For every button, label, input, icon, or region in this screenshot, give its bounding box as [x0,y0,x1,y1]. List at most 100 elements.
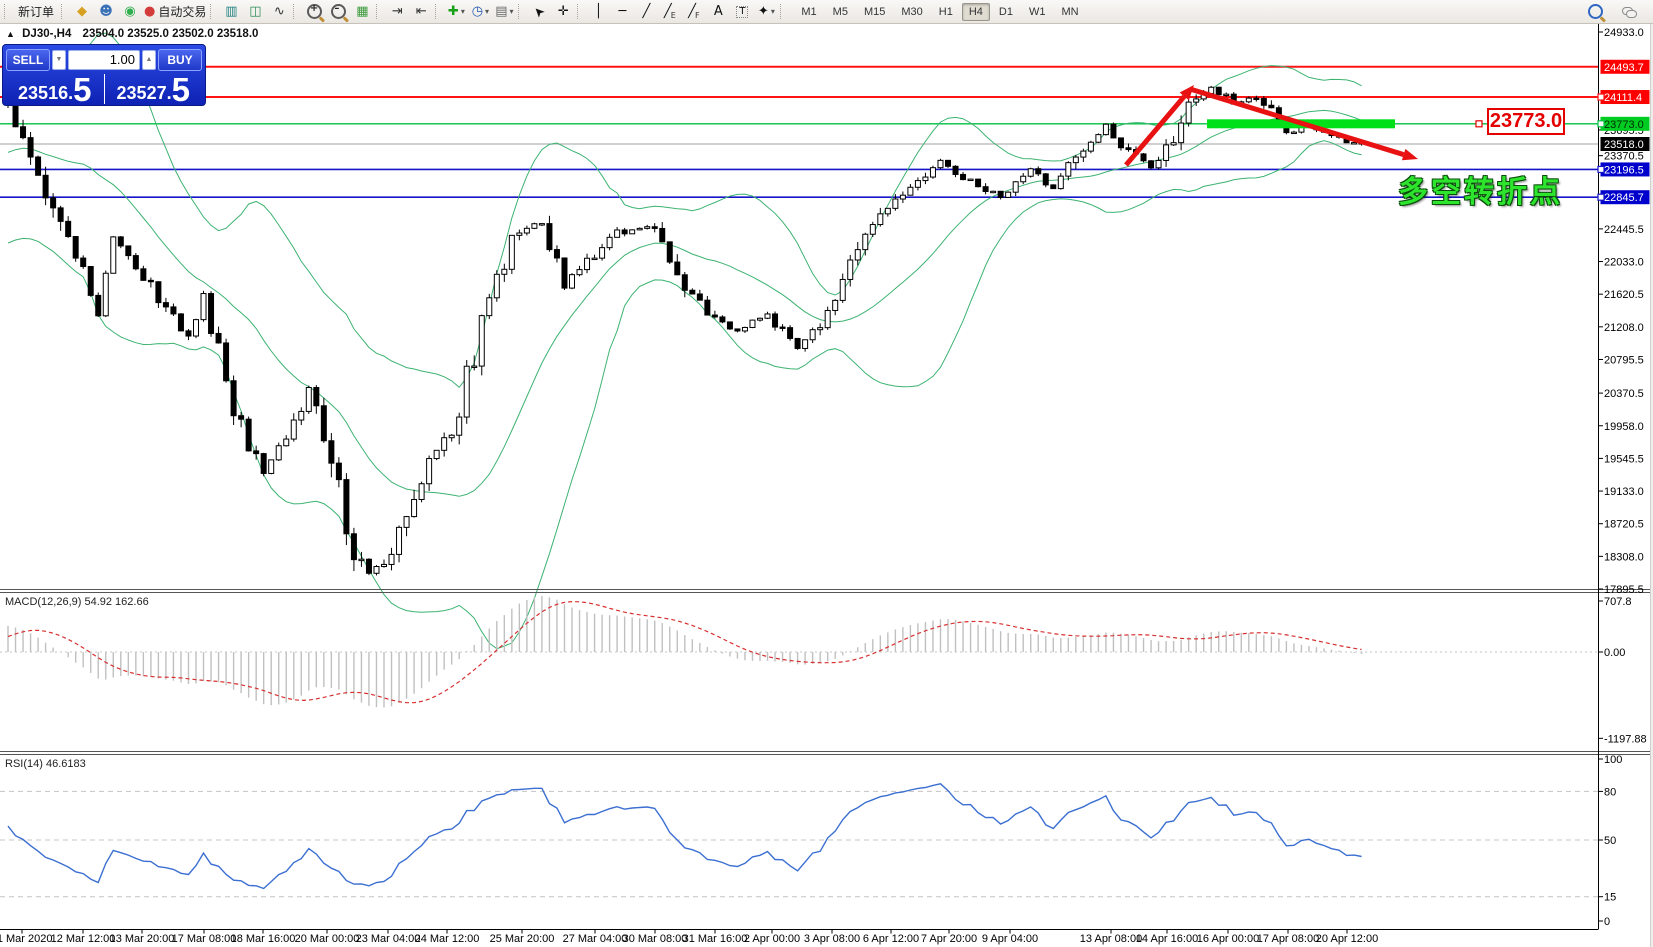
time-tick-label: 20 Apr 12:00 [1316,933,1378,945]
chat-icon[interactable] [1617,2,1641,21]
up-trend-arrow[interactable] [1124,94,1187,167]
down-trend-arrow[interactable] [1189,86,1405,157]
timeframe-m30[interactable]: M30 [901,5,923,18]
sell-button[interactable]: SELL [6,48,50,71]
candle-body [1027,168,1034,177]
template-button[interactable]: ▤ ▾ [495,4,514,19]
line-handle[interactable] [1597,165,1605,174]
toolbar-grip [376,4,381,19]
time-tick-label: 16 Apr 00:00 [1197,933,1259,945]
candle-body [1351,142,1358,145]
cursor-icon[interactable]: ➤ [530,2,549,21]
timeframe-m1[interactable]: M1 [801,5,817,18]
buy-price[interactable]: 23527. 5 [105,73,203,106]
dropdown-caret: ▾ [460,7,465,16]
candle-body [651,226,658,229]
timeframe-h1[interactable]: H1 [938,5,953,18]
panel-collapse-arrow[interactable]: ▲ [6,29,15,39]
candle-body [1148,160,1155,169]
buy-button[interactable]: BUY [158,48,202,71]
vertical-line-icon[interactable]: │ [594,4,603,19]
candle-body [741,326,748,332]
zoom-in-icon[interactable] [302,2,326,21]
bar-chart-icon[interactable]: ▥ [225,4,238,19]
chart-window: 24933.0 23695.5 23370.5 22445.5 22033.0 21620… [0,24,1653,947]
price-tick-label: 23370.5 [1604,151,1644,163]
crosshair-icon[interactable]: ✛ [557,4,569,19]
candle-body [1050,184,1057,190]
quotes-icon[interactable]: ◆ [77,4,88,19]
time-tick-label: 6 Apr 12:00 [863,933,919,945]
autoscroll-icon[interactable]: ⇥ [391,4,403,19]
accounts-icon[interactable]: ☻ [99,4,113,19]
candle-body [253,450,260,455]
timeframe-d1[interactable]: D1 [998,5,1013,18]
chat-icon [1622,6,1637,18]
candle-body [140,268,147,281]
candle-body [899,194,906,200]
period-button[interactable]: ◷ ▾ [471,4,490,19]
candle-body [313,387,320,407]
line-chart-icon[interactable]: ∿ [273,4,285,19]
candle-body [839,278,846,301]
horizontal-line-icon[interactable]: ─ [618,4,627,19]
timeframe-h4[interactable]: H4 [961,2,990,21]
candle-body [869,224,876,235]
candle-body [1193,98,1200,103]
candle-body [779,326,786,329]
line-handle[interactable] [1597,193,1605,201]
candle-body [644,226,651,229]
candle-body [132,255,139,270]
candle-body [614,229,621,238]
candle-body [854,249,861,261]
text-label-icon[interactable]: T [730,2,754,21]
volume-input[interactable] [68,49,140,70]
line-handle[interactable] [1597,93,1605,101]
timeframe-m15[interactable]: M15 [863,5,886,18]
volume-increase-button[interactable]: ▲ [142,49,156,70]
timeframe-w1[interactable]: W1 [1028,5,1046,18]
arrows-icon[interactable]: ✦ ▾ [757,4,775,19]
price-divider [103,74,105,104]
timeframe-mn[interactable]: MN [1061,5,1079,18]
candle-body [335,462,342,481]
turning-point-note[interactable]: 多空转折点 [1398,176,1563,209]
time-tick-label: 13 Apr 08:00 [1080,933,1142,945]
candle-body [719,316,726,323]
price-badge-24111.4 [1600,90,1650,105]
tile-windows-icon[interactable]: ▦ [356,4,369,19]
price-annotation-box[interactable]: 23773.0 [1487,108,1565,135]
candle-body [493,273,500,299]
candle-body [1005,191,1012,198]
price-box-handle[interactable] [1475,120,1483,128]
line-handle[interactable] [1597,120,1605,128]
candle-body [486,297,493,317]
price-chart-canvas[interactable]: 24933.023695.523370.522445.522033.021620… [0,24,1653,947]
zoom-out-icon[interactable] [326,2,350,21]
new-order-button[interactable]: 新订单 [18,5,55,19]
candle-body [35,156,42,176]
chart-shift-icon[interactable]: ⇤ [415,4,427,19]
volume-decrease-button[interactable]: ▼ [52,49,66,70]
symbol-period-label: DJ30-,H4 [22,28,72,40]
trendline-icon[interactable]: ╱ [642,4,651,19]
autotrade-button[interactable]: ● 自动交易 [144,4,207,19]
rsi-line [7,783,1362,890]
search-icon[interactable] [1583,2,1607,21]
signals-icon[interactable]: ◉ [124,4,136,19]
text-icon[interactable]: A [713,4,723,19]
sell-price[interactable]: 23516. 5 [6,73,104,106]
channel-icon[interactable]: ╱ E [663,4,676,20]
timeframe-m5[interactable]: M5 [832,5,848,18]
price-badge-label: 24111.4 [1604,92,1642,104]
candle-chart-icon[interactable]: ◫ [249,4,262,19]
candle-body [185,330,192,337]
time-tick-label: 27 Mar 04:00 [563,933,628,945]
time-tick-label: 9 Apr 04:00 [982,933,1038,945]
add-indicator-button[interactable]: ✚ ▾ [447,4,465,19]
dropdown-caret: ▾ [509,7,514,16]
candle-body [1117,137,1124,149]
fibonacci-icon[interactable]: ╱ F [688,4,700,20]
candle-body [591,257,598,261]
